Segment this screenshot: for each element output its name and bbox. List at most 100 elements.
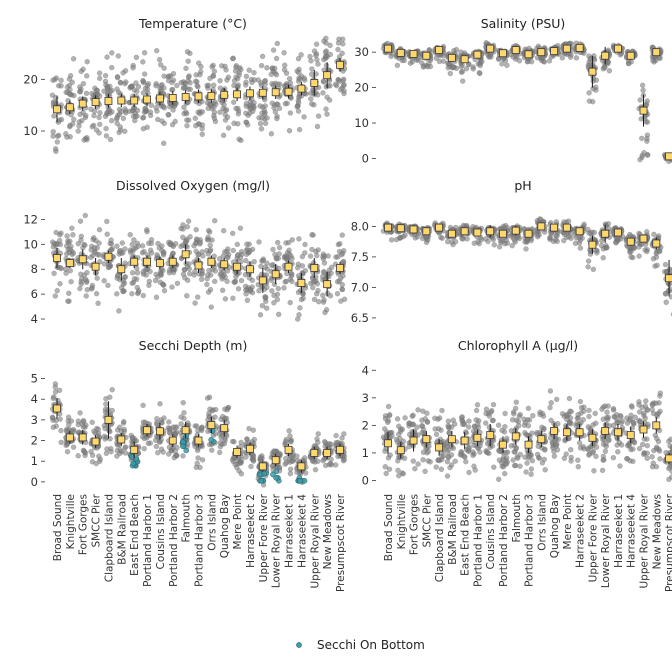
data-point <box>195 455 201 461</box>
mean-marker <box>130 257 139 266</box>
data-point <box>52 293 59 299</box>
data-point <box>117 247 124 254</box>
data-point <box>327 51 334 58</box>
data-point <box>323 62 330 69</box>
data-point <box>161 415 167 421</box>
data-point <box>276 244 283 251</box>
data-point <box>84 58 90 65</box>
data-point <box>312 466 319 473</box>
mean-marker <box>652 421 661 430</box>
mean-marker <box>460 227 469 236</box>
data-point <box>500 464 507 470</box>
secchi-bottom-point <box>183 433 190 439</box>
mean-marker <box>665 454 672 463</box>
y-tick-label: 4 <box>31 392 38 406</box>
data-point <box>513 399 520 405</box>
x-category-label: Presumpscot River <box>335 493 347 592</box>
data-point <box>446 429 452 436</box>
data-point <box>181 410 187 416</box>
data-point <box>76 119 83 125</box>
data-point <box>243 79 249 85</box>
data-point <box>237 225 244 231</box>
data-point <box>585 264 591 270</box>
data-point <box>275 285 282 292</box>
data-point <box>644 229 650 235</box>
data-point <box>212 268 219 274</box>
data-point <box>105 108 112 114</box>
data-point <box>64 448 71 455</box>
mean-marker <box>575 44 584 52</box>
x-category-label: Broad Sound <box>52 494 64 561</box>
data-point <box>89 123 96 130</box>
data-point <box>70 444 77 450</box>
mean-marker <box>284 262 293 271</box>
data-point <box>244 241 250 247</box>
data-point <box>567 446 574 453</box>
x-category-label: Harraseeket 2 <box>575 494 587 568</box>
data-point <box>218 435 224 441</box>
data-point <box>466 445 472 452</box>
data-point <box>296 126 303 133</box>
data-point <box>258 126 265 132</box>
mean-marker <box>562 44 571 53</box>
data-point <box>89 419 95 426</box>
data-point <box>131 276 138 282</box>
data-point <box>264 115 270 121</box>
data-point <box>644 152 651 158</box>
data-point <box>521 422 528 428</box>
data-point <box>134 88 140 95</box>
mean-marker <box>271 88 280 97</box>
data-point <box>199 125 205 132</box>
data-point <box>504 240 511 246</box>
panel-title: Chlorophyll A (µg/l) <box>458 338 578 353</box>
mean-marker <box>473 50 482 59</box>
data-point <box>107 394 113 400</box>
data-point <box>140 114 147 121</box>
data-point <box>657 55 663 62</box>
data-point <box>51 270 57 277</box>
mean-marker <box>233 90 241 99</box>
data-point <box>93 290 100 297</box>
data-point <box>270 246 276 253</box>
data-point <box>553 396 560 403</box>
data-point <box>410 458 417 464</box>
data-point <box>58 77 64 84</box>
mean-marker <box>310 264 319 272</box>
data-point <box>70 56 77 62</box>
data-point <box>55 132 62 139</box>
y-tick-label: 30 <box>354 45 369 59</box>
data-point <box>183 65 189 72</box>
data-point <box>512 405 519 412</box>
y-tick-label: 6.5 <box>351 311 369 325</box>
data-point <box>96 114 102 121</box>
data-point <box>103 401 109 407</box>
data-point <box>552 237 559 243</box>
data-point <box>77 88 83 95</box>
data-point <box>117 80 124 86</box>
data-point <box>129 270 136 276</box>
data-point <box>183 109 189 115</box>
data-point <box>145 90 151 96</box>
data-point <box>415 461 421 467</box>
data-point <box>281 50 287 56</box>
mean-marker <box>537 435 546 444</box>
x-category-label: Portland Harbor 2 <box>168 494 180 587</box>
mean-marker <box>117 96 126 105</box>
data-point <box>184 277 191 284</box>
data-point <box>140 59 146 65</box>
data-point <box>104 54 110 60</box>
data-point <box>160 103 167 110</box>
data-point <box>144 252 151 258</box>
data-point <box>91 235 97 241</box>
data-point <box>166 270 173 276</box>
data-point <box>235 121 241 127</box>
data-point <box>491 242 498 248</box>
data-point <box>517 451 524 458</box>
mean-marker <box>104 97 113 105</box>
secchi-bottom-point <box>297 478 303 484</box>
data-point <box>447 70 454 77</box>
data-point <box>248 463 254 470</box>
mean-marker <box>336 60 344 69</box>
